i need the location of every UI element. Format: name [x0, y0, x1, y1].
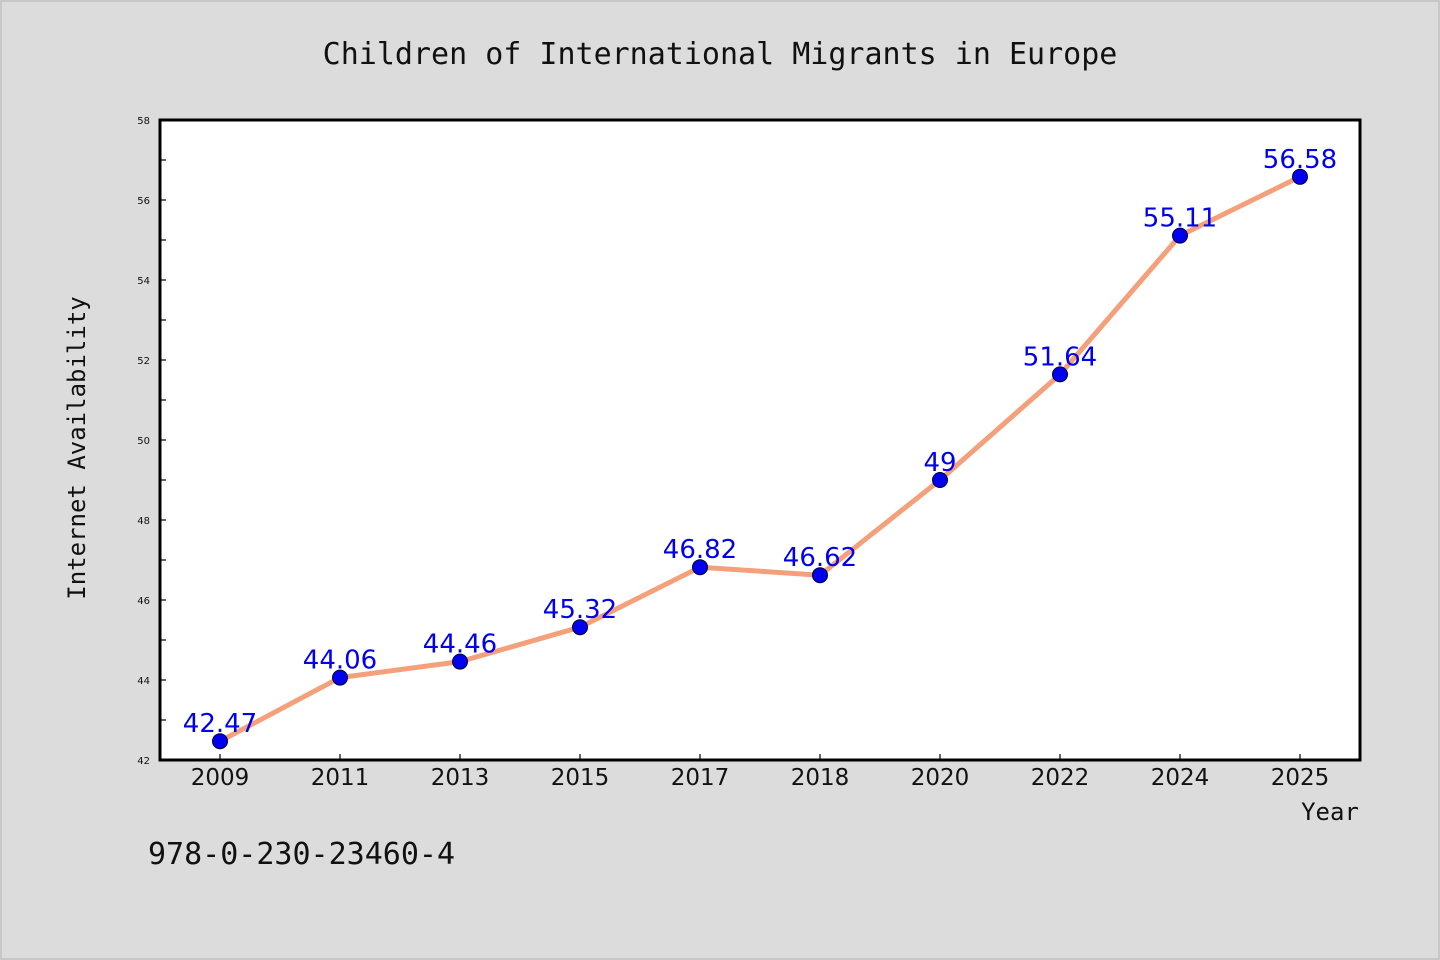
y-tick-label: 42	[137, 756, 150, 767]
data-label: 44.46	[423, 630, 497, 660]
data-label: 55.11	[1143, 204, 1217, 234]
y-tick-label: 54	[137, 276, 150, 287]
x-axis-label: Year	[1301, 798, 1359, 826]
data-point	[452, 653, 468, 670]
data-label: 44.06	[303, 646, 377, 676]
x-tick-label: 2015	[551, 765, 610, 791]
chart-title: Children of International Migrants in Eu…	[323, 37, 1118, 72]
data-point	[1052, 366, 1068, 383]
data-label: 49	[923, 448, 956, 478]
y-tick-label: 44	[137, 676, 150, 687]
y-tick-label: 56	[137, 196, 150, 207]
data-point	[932, 472, 948, 488]
data-labels: 42.47 44.06 44.46 45.32 46.82 46.62 49 51.64 55.…	[183, 145, 1337, 739]
data-point	[212, 733, 228, 750]
data-label: 42.47	[183, 709, 257, 739]
y-tick-label: 48	[137, 516, 150, 527]
x-tick-label: 2011	[311, 765, 370, 791]
data-point	[572, 619, 588, 636]
isbn-text: 978-0-230-23460-4	[148, 837, 455, 872]
y-tick-label: 50	[137, 436, 150, 447]
data-label: 51.64	[1023, 342, 1097, 372]
y-axis: 42 44 46 48 50 52 54 56 58	[137, 116, 166, 767]
data-label: 56.58	[1263, 145, 1337, 175]
x-tick-label: 2024	[1151, 765, 1210, 791]
y-axis-label: Internet Availability	[63, 296, 91, 599]
x-axis: 2009 2011 2013 2015 2017 2018 2020 2022 2024 2025	[191, 754, 1330, 791]
plot-area	[158, 118, 1362, 762]
x-tick-label: 2018	[791, 765, 850, 791]
x-tick-label: 2025	[1271, 765, 1330, 791]
x-tick-label: 2017	[671, 765, 730, 791]
data-point	[332, 669, 348, 686]
data-label: 45.32	[543, 595, 617, 625]
y-tick-label: 58	[137, 116, 150, 127]
x-tick-label: 2022	[1031, 765, 1090, 791]
data-point	[692, 559, 708, 576]
x-tick-label: 2013	[431, 765, 490, 791]
y-tick-label: 52	[137, 356, 150, 367]
data-point	[1292, 168, 1308, 185]
y-tick-label: 46	[137, 596, 150, 607]
series-line	[217, 174, 1303, 744]
data-label: 46.62	[783, 543, 857, 573]
data-label: 46.82	[663, 535, 737, 565]
data-point	[812, 567, 828, 584]
x-tick-label: 2020	[911, 765, 970, 791]
data-point	[1172, 227, 1188, 244]
x-tick-label: 2009	[191, 765, 250, 791]
series-markers	[212, 168, 1308, 750]
